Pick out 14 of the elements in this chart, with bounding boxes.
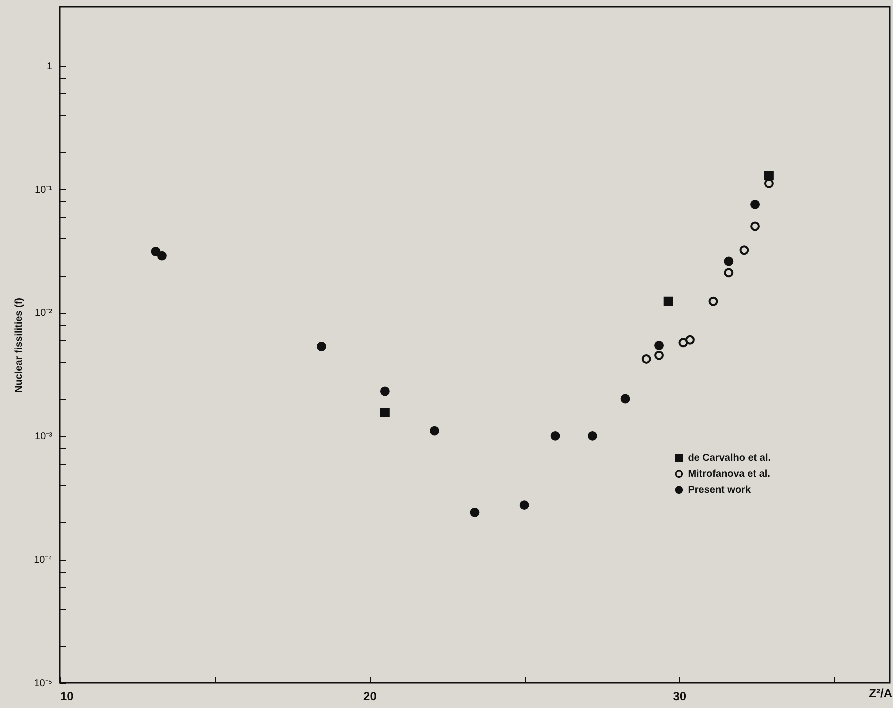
legend-label: Mitrofanova et al. xyxy=(688,469,771,480)
y-tick-label: 1 xyxy=(46,61,53,72)
legend-label: Present work xyxy=(688,485,752,496)
x-tick-label: 30 xyxy=(673,690,687,704)
x-tick-label: 20 xyxy=(364,690,378,704)
x-tick-label: 10 xyxy=(60,690,74,704)
legend-label: de Carvalho et al. xyxy=(688,453,772,464)
y-tick-label: 10⁻² xyxy=(35,308,54,320)
y-tick-label: 10⁻⁴ xyxy=(34,555,52,566)
y-tick-label: 10⁻⁵ xyxy=(34,678,52,690)
x-axis-title: Z²/A xyxy=(869,686,893,700)
y-tick-label: 10⁻¹ xyxy=(35,184,54,196)
y-tick-label: 10⁻³ xyxy=(35,432,54,443)
y-axis-title: Nuclear fissilities (f) xyxy=(14,298,26,394)
